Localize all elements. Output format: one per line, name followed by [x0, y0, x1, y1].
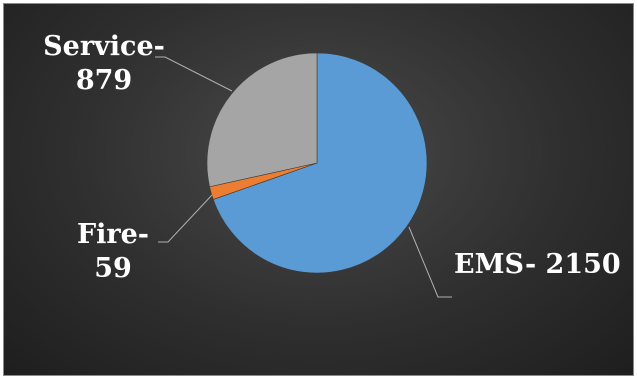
leader-lines — [155, 56, 452, 298]
slice-service — [206, 52, 318, 188]
label-ems: EMS- 2150 — [454, 248, 621, 282]
leader-fire — [158, 194, 213, 243]
label-ems-line1: EMS- 2150 — [454, 249, 621, 280]
label-service: Service- 879 — [38, 30, 170, 98]
label-service-line2: 879 — [75, 65, 133, 96]
label-fire-line1: Fire- — [76, 219, 150, 250]
label-service-line1: Service- — [43, 31, 165, 62]
leader-service — [155, 56, 233, 92]
pie-slices — [206, 52, 428, 274]
slice-ems — [212, 52, 428, 274]
label-fire-line2: 59 — [94, 253, 132, 284]
leader-ems — [408, 226, 452, 298]
label-fire: Fire- 59 — [68, 218, 158, 286]
